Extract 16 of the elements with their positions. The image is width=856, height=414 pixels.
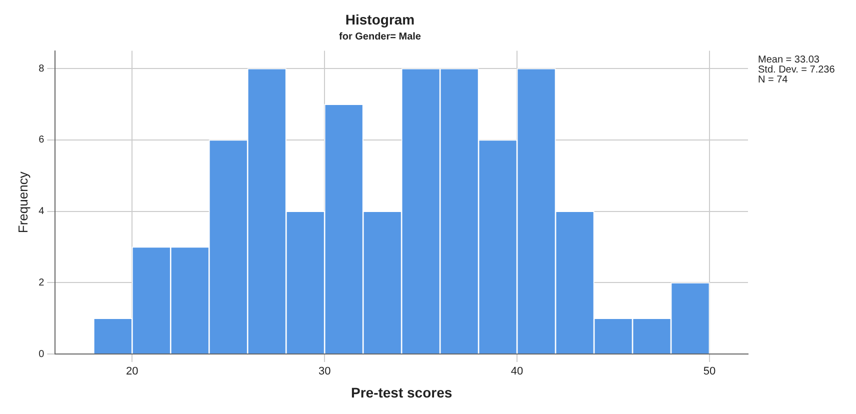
text: N = 74 bbox=[758, 74, 788, 86]
chart-subtitle: for Gender= Male bbox=[339, 32, 422, 43]
text: Std. Dev. = 7.236 bbox=[758, 64, 836, 76]
y-tick-label: 8 bbox=[38, 63, 45, 74]
y-axis-title: Frequency bbox=[15, 171, 30, 234]
x-tick-label: 50 bbox=[703, 366, 716, 378]
text: Mean = 33.03 bbox=[758, 54, 820, 66]
y-tick-label: 4 bbox=[38, 206, 45, 218]
y-tick-label: 2 bbox=[38, 277, 45, 288]
x-tick-label: 40 bbox=[510, 366, 524, 378]
x-tick-label: 20 bbox=[126, 366, 138, 378]
x-tick-label: 30 bbox=[318, 366, 331, 378]
x-axis-title: Pre-test scores bbox=[350, 384, 452, 400]
y-tick-label: 6 bbox=[38, 134, 45, 146]
y-tick-label: 0 bbox=[38, 348, 45, 360]
chart-title: Histogram bbox=[345, 11, 415, 28]
